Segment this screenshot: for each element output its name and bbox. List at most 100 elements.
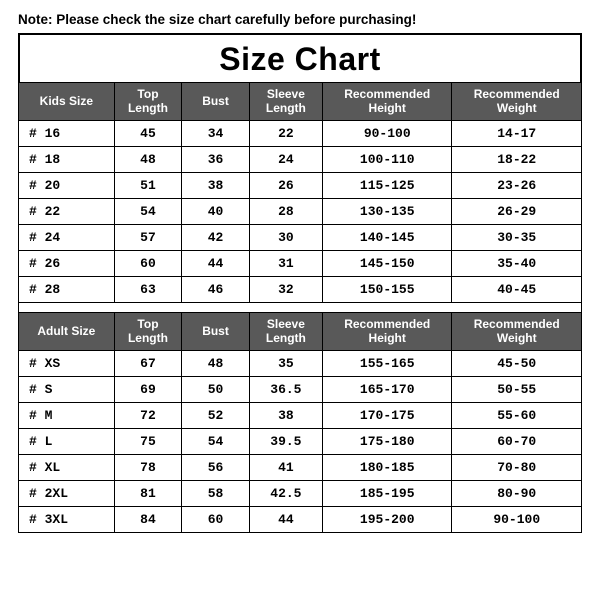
cell-top: 57 [114, 225, 182, 251]
cell-weight: 14-17 [452, 121, 582, 147]
cell-sleeve: 36.5 [249, 377, 322, 403]
cell-weight: 45-50 [452, 351, 582, 377]
table-row: # XL785641180-18570-80 [19, 455, 582, 481]
table-row: # 28634632150-15540-45 [19, 277, 582, 303]
cell-bust: 40 [182, 199, 250, 225]
col-top-length: Top Length [114, 313, 182, 351]
cell-weight: 70-80 [452, 455, 582, 481]
cell-height: 140-145 [322, 225, 451, 251]
cell-size: # 26 [19, 251, 115, 277]
cell-bust: 36 [182, 147, 250, 173]
section-gap [19, 303, 582, 313]
cell-height: 185-195 [322, 481, 451, 507]
cell-sleeve: 22 [249, 121, 322, 147]
cell-bust: 34 [182, 121, 250, 147]
cell-bust: 56 [182, 455, 250, 481]
table-row: # 22544028130-13526-29 [19, 199, 582, 225]
cell-size: # 28 [19, 277, 115, 303]
cell-weight: 18-22 [452, 147, 582, 173]
cell-weight: 90-100 [452, 507, 582, 533]
cell-height: 150-155 [322, 277, 451, 303]
cell-weight: 80-90 [452, 481, 582, 507]
col-bust: Bust [182, 83, 250, 121]
cell-weight: 55-60 [452, 403, 582, 429]
cell-top: 75 [114, 429, 182, 455]
kids-body: # 1645342290-10014-17# 18483624100-11018… [19, 121, 582, 303]
cell-height: 115-125 [322, 173, 451, 199]
table-row: # 3XL846044195-20090-100 [19, 507, 582, 533]
cell-size: # M [19, 403, 115, 429]
kids-header: Kids Size Top Length Bust Sleeve Length … [19, 83, 582, 121]
col-rec-height: Recommended Height [322, 83, 451, 121]
adult-body: # XS674835155-16545-50# S695036.5165-170… [19, 351, 582, 533]
cell-size: # XL [19, 455, 115, 481]
table-row: # 1645342290-10014-17 [19, 121, 582, 147]
cell-bust: 54 [182, 429, 250, 455]
cell-size: # 16 [19, 121, 115, 147]
cell-top: 67 [114, 351, 182, 377]
cell-bust: 60 [182, 507, 250, 533]
cell-weight: 30-35 [452, 225, 582, 251]
table-row: # 26604431145-15035-40 [19, 251, 582, 277]
cell-top: 84 [114, 507, 182, 533]
table-row: # 24574230140-14530-35 [19, 225, 582, 251]
cell-height: 180-185 [322, 455, 451, 481]
table-row: # 18483624100-11018-22 [19, 147, 582, 173]
cell-sleeve: 39.5 [249, 429, 322, 455]
cell-bust: 42 [182, 225, 250, 251]
cell-top: 81 [114, 481, 182, 507]
cell-size: # 3XL [19, 507, 115, 533]
cell-weight: 40-45 [452, 277, 582, 303]
col-top-length: Top Length [114, 83, 182, 121]
cell-height: 100-110 [322, 147, 451, 173]
cell-sleeve: 41 [249, 455, 322, 481]
cell-sleeve: 28 [249, 199, 322, 225]
table-row: # XS674835155-16545-50 [19, 351, 582, 377]
table-row: # S695036.5165-17050-55 [19, 377, 582, 403]
col-kids-size: Kids Size [19, 83, 115, 121]
cell-height: 165-170 [322, 377, 451, 403]
cell-top: 60 [114, 251, 182, 277]
cell-sleeve: 24 [249, 147, 322, 173]
table-row: # 2XL815842.5185-19580-90 [19, 481, 582, 507]
col-bust: Bust [182, 313, 250, 351]
cell-bust: 48 [182, 351, 250, 377]
col-rec-height: Recommended Height [322, 313, 451, 351]
cell-sleeve: 44 [249, 507, 322, 533]
table-row: # M725238170-17555-60 [19, 403, 582, 429]
col-sleeve-length: Sleeve Length [249, 313, 322, 351]
chart-title: Size Chart [18, 33, 582, 82]
cell-top: 54 [114, 199, 182, 225]
cell-weight: 60-70 [452, 429, 582, 455]
size-table: Kids Size Top Length Bust Sleeve Length … [18, 82, 582, 533]
table-row: # 20513826115-12523-26 [19, 173, 582, 199]
note-text: Note: Please check the size chart carefu… [18, 12, 582, 27]
cell-height: 145-150 [322, 251, 451, 277]
cell-bust: 46 [182, 277, 250, 303]
cell-height: 155-165 [322, 351, 451, 377]
cell-bust: 44 [182, 251, 250, 277]
cell-bust: 58 [182, 481, 250, 507]
cell-weight: 50-55 [452, 377, 582, 403]
cell-top: 51 [114, 173, 182, 199]
cell-sleeve: 35 [249, 351, 322, 377]
col-sleeve-length: Sleeve Length [249, 83, 322, 121]
cell-size: # 24 [19, 225, 115, 251]
col-adult-size: Adult Size [19, 313, 115, 351]
cell-sleeve: 38 [249, 403, 322, 429]
cell-size: # 18 [19, 147, 115, 173]
cell-top: 63 [114, 277, 182, 303]
cell-sleeve: 26 [249, 173, 322, 199]
cell-size: # 2XL [19, 481, 115, 507]
col-rec-weight: Recommended Weight [452, 313, 582, 351]
col-rec-weight: Recommended Weight [452, 83, 582, 121]
adult-header: Adult Size Top Length Bust Sleeve Length… [19, 313, 582, 351]
cell-size: # 22 [19, 199, 115, 225]
cell-top: 48 [114, 147, 182, 173]
cell-bust: 52 [182, 403, 250, 429]
cell-top: 72 [114, 403, 182, 429]
cell-size: # S [19, 377, 115, 403]
cell-sleeve: 32 [249, 277, 322, 303]
cell-height: 130-135 [322, 199, 451, 225]
table-row: # L755439.5175-18060-70 [19, 429, 582, 455]
